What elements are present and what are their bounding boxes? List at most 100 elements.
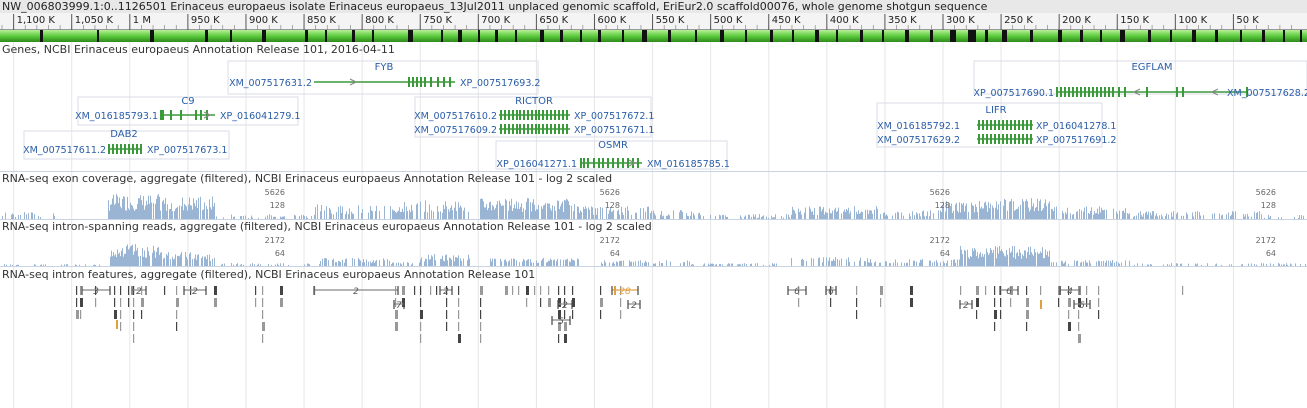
intron-feature xyxy=(994,310,997,319)
coverage-bar xyxy=(190,252,191,266)
coverage-bar xyxy=(623,215,624,220)
coverage-bar xyxy=(452,210,453,220)
coverage-bar xyxy=(630,262,631,266)
coverage-bar xyxy=(879,262,880,266)
coverage-bar xyxy=(399,207,400,220)
coverage-bar xyxy=(992,252,993,266)
intron-feature xyxy=(436,286,438,295)
coverage-bar xyxy=(67,264,68,266)
exon xyxy=(136,144,138,154)
coverage-bar xyxy=(1099,206,1100,220)
coverage-bar xyxy=(740,215,741,220)
coverage-bar xyxy=(744,263,745,266)
coverage-bar xyxy=(739,263,740,266)
coverage-bar xyxy=(426,259,427,266)
coverage-bar xyxy=(929,260,930,266)
intron-feature xyxy=(76,310,79,319)
exon xyxy=(1010,134,1012,144)
coverage-bar xyxy=(687,215,688,220)
coverage-bar xyxy=(1270,215,1271,220)
coverage-bar xyxy=(175,254,176,266)
coverage-bar xyxy=(76,265,77,266)
coverage-bar xyxy=(125,253,126,266)
coverage-bar xyxy=(1186,212,1187,220)
coverage-bar xyxy=(964,211,965,220)
coverage-bar xyxy=(434,254,435,266)
coverage-bar xyxy=(651,211,652,220)
coverage-bar xyxy=(1100,212,1101,220)
coverage-bar xyxy=(1117,213,1118,220)
intron-feature xyxy=(1068,310,1070,319)
coverage-bar xyxy=(580,210,581,220)
coverage-bar xyxy=(858,210,859,220)
strand-arrow xyxy=(1210,88,1219,96)
coverage-bar xyxy=(648,206,649,220)
coverage-bar xyxy=(1251,263,1252,266)
ruler-tick-label: 450 K xyxy=(772,15,801,26)
coverage-bar xyxy=(469,258,470,266)
coverage-bar xyxy=(841,213,842,220)
coverage-bar xyxy=(531,211,532,220)
coverage-bar xyxy=(130,246,131,266)
coverage-bar xyxy=(547,262,548,266)
coverage-bar xyxy=(99,264,100,266)
intron-feature xyxy=(114,310,117,319)
coverage-bar xyxy=(979,254,980,266)
coverage-bar xyxy=(333,258,334,266)
ruler-tick-label: 600 K xyxy=(597,15,626,26)
coverage-bar xyxy=(895,259,896,266)
coverage-bar xyxy=(1268,214,1269,220)
coverage-bar xyxy=(438,211,439,220)
coverage-bar xyxy=(1037,252,1038,266)
coverage-bar xyxy=(175,208,176,220)
coverage-bar xyxy=(871,262,872,266)
coverage-bar xyxy=(127,196,128,220)
coverage-bar xyxy=(135,209,136,220)
coverage-bar xyxy=(132,205,133,220)
coverage-bar xyxy=(1305,263,1306,266)
coverage-bar xyxy=(10,264,11,266)
intron-count: 6 xyxy=(828,287,834,297)
coverage-bar xyxy=(163,199,164,220)
coverage-bar xyxy=(416,204,417,220)
coverage-bar xyxy=(972,248,973,266)
gene-name: LIFR xyxy=(985,105,1006,116)
coverage-bar xyxy=(650,213,651,220)
coverage-bar xyxy=(727,216,728,220)
coverage-bar xyxy=(1254,264,1255,266)
coverage-bar xyxy=(1283,264,1284,266)
coverage-bar xyxy=(941,212,942,220)
coverage-bar xyxy=(158,194,159,220)
coverage-bar xyxy=(774,263,775,266)
coverage-bar xyxy=(170,259,171,266)
coverage-bar xyxy=(1041,253,1042,266)
coverage-bar xyxy=(569,261,570,266)
coverage-bar xyxy=(862,212,863,220)
sequence-gap xyxy=(985,30,988,42)
coverage-bar xyxy=(146,257,147,266)
coverage-bar xyxy=(548,203,549,220)
intron-feature xyxy=(572,298,575,307)
coverage-bar xyxy=(185,252,186,266)
exon xyxy=(986,134,988,144)
coverage-bar xyxy=(486,204,487,220)
coverage-bar xyxy=(927,211,928,220)
coverage-bar xyxy=(1256,264,1257,266)
coverage-bar xyxy=(819,206,820,220)
exon xyxy=(527,110,529,120)
sequence-bar[interactable] xyxy=(0,30,1307,42)
coverage-bar xyxy=(635,261,636,266)
coverage-bar xyxy=(168,252,169,266)
coverage-bar xyxy=(691,264,692,266)
coverage-bar xyxy=(401,211,402,220)
scale-mid-label: 64 xyxy=(940,249,950,258)
coverage-bar xyxy=(45,264,46,266)
sequence-fill xyxy=(0,30,1307,42)
coverage-bar xyxy=(940,210,941,220)
exon xyxy=(420,77,422,87)
